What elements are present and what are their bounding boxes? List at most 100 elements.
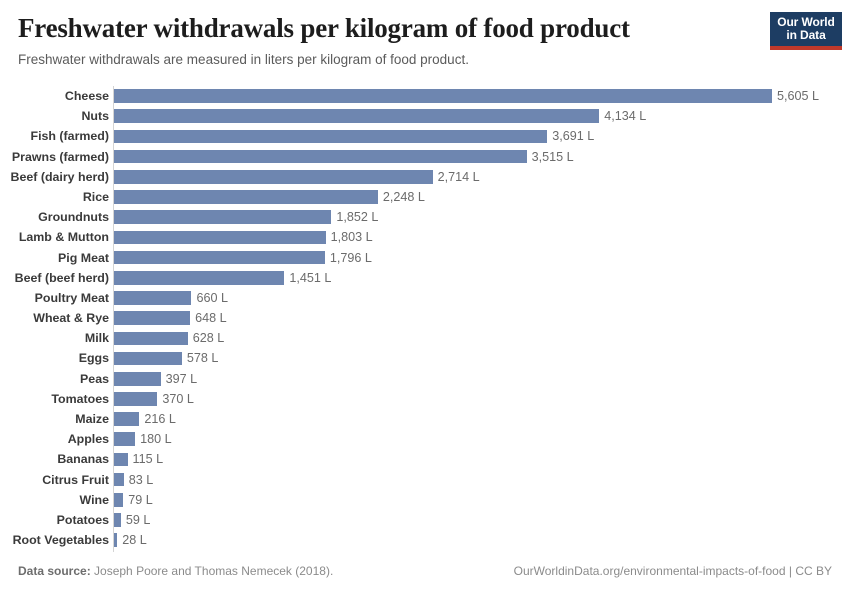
bar[interactable] [114, 331, 188, 346]
bar-row[interactable]: Eggs 578 L [0, 348, 850, 368]
category-label: Wine [79, 492, 110, 507]
bar[interactable] [114, 351, 182, 366]
bar-rows: Cheese 5,605 L Nuts 4,134 L Fish (farmed) 3,6… [0, 86, 850, 550]
category-label: Root Vegetables [12, 533, 109, 548]
attribution-link[interactable]: OurWorldinData.org/environmental-impacts… [513, 564, 832, 578]
bar-row[interactable]: Cheese 5,605 L [0, 86, 850, 106]
category-label: Wheat & Rye [33, 311, 109, 326]
bar-row[interactable]: Root Vegetables 28 L [0, 530, 850, 550]
bar-row[interactable]: Fish (farmed) 3,691 L [0, 126, 850, 146]
category-label: Lamb & Mutton [18, 230, 109, 245]
bar-value-label: 216 L [144, 412, 176, 426]
category-label: Prawns (farmed) [11, 149, 109, 164]
bar-value-label: 648 L [195, 311, 227, 326]
category-label: Bananas [57, 452, 109, 467]
bar-value-label: 628 L [192, 331, 225, 346]
bar-value-label: 3,515 L [531, 149, 574, 164]
category-label: Poultry Meat [34, 290, 109, 305]
bar-value-label: 1,796 L [329, 250, 372, 265]
category-label: Beef (beef herd) [14, 270, 109, 285]
bar[interactable] [114, 513, 121, 527]
bar-row[interactable]: Beef (beef herd) 1,451 L [0, 268, 850, 288]
bar-value-label: 115 L [132, 452, 164, 467]
category-label: Fish (farmed) [30, 129, 109, 144]
bar-row[interactable]: Milk 628 L [0, 328, 850, 348]
our-world-in-data-logo[interactable]: Our World in Data [770, 12, 842, 50]
bar[interactable] [114, 392, 158, 406]
logo-line-2: in Data [786, 28, 826, 42]
bar[interactable] [114, 452, 128, 467]
bar-value-label: 59 L [125, 512, 151, 527]
bar[interactable] [114, 533, 118, 548]
bar-value-label: 79 L [128, 492, 153, 507]
bar-row[interactable]: Apples 180 L [0, 429, 850, 449]
bar[interactable] [114, 129, 548, 144]
chart-footer: Data source: Joseph Poore and Thomas Nem… [18, 564, 832, 582]
category-label: Maize [75, 412, 109, 426]
category-label: Cheese [64, 89, 109, 103]
bar[interactable] [114, 311, 191, 325]
bar-value-label: 28 L [122, 533, 147, 548]
bar-row[interactable]: Rice 2,248 L [0, 187, 850, 207]
bar[interactable] [114, 170, 433, 184]
bar[interactable] [114, 250, 325, 265]
bar-row[interactable]: Wheat & Rye 648 L [0, 308, 850, 328]
bar-row[interactable]: Citrus Fruit 83 L [0, 470, 850, 490]
bar-row[interactable]: Poultry Meat 660 L [0, 288, 850, 308]
logo-line-1: Our World [777, 15, 835, 29]
bar-row[interactable]: Lamb & Mutton 1,803 L [0, 227, 850, 247]
bar-row[interactable]: Pig Meat 1,796 L [0, 248, 850, 268]
category-label: Apples [67, 432, 109, 447]
bar-value-label: 1,852 L [336, 210, 379, 225]
category-label: Pig Meat [58, 250, 109, 265]
bar-value-label: 4,134 L [604, 109, 647, 124]
category-label: Groundnuts [38, 210, 109, 225]
category-label: Rice [82, 189, 109, 204]
bar-value-label: 397 L [165, 371, 198, 386]
bar-value-label: 83 L [128, 472, 154, 487]
category-label: Nuts [81, 109, 109, 124]
bar-row[interactable]: Prawns (farmed) 3,515 L [0, 147, 850, 167]
bar-row[interactable]: Potatoes 59 L [0, 510, 850, 530]
bar[interactable] [114, 210, 332, 225]
bar-row[interactable]: Beef (dairy herd) 2,714 L [0, 167, 850, 187]
bar-value-label: 578 L [186, 351, 219, 366]
bar-row[interactable]: Wine 79 L [0, 490, 850, 510]
category-label: Peas [80, 371, 109, 386]
category-label: Beef (dairy herd) [10, 169, 109, 184]
bar[interactable] [114, 371, 161, 386]
bar-row[interactable]: Tomatoes 370 L [0, 389, 850, 409]
data-source: Data source: Joseph Poore and Thomas Nem… [18, 564, 333, 578]
bar-row[interactable]: Maize 216 L [0, 409, 850, 429]
bar[interactable] [114, 472, 124, 487]
category-label: Eggs [78, 351, 109, 366]
page-title: Freshwater withdrawals per kilogram of f… [18, 13, 630, 43]
category-label: Milk [84, 331, 109, 346]
bar[interactable] [114, 149, 527, 164]
logo-red-rule [770, 46, 842, 50]
bar[interactable] [114, 432, 136, 447]
bar-row[interactable]: Peas 397 L [0, 369, 850, 389]
bar[interactable] [114, 493, 124, 507]
bar[interactable] [114, 270, 285, 285]
bar-row[interactable]: Bananas 115 L [0, 449, 850, 469]
data-source-text: Joseph Poore and Thomas Nemecek (2018). [90, 564, 334, 578]
bar-value-label: 370 L [162, 391, 194, 406]
category-label: Tomatoes [51, 391, 109, 406]
bar[interactable] [114, 412, 140, 426]
y-axis-line [113, 86, 114, 552]
bar-row[interactable]: Groundnuts 1,852 L [0, 207, 850, 227]
plot-area: Cheese 5,605 L Nuts 4,134 L Fish (farmed) 3,6… [0, 86, 850, 552]
bar[interactable] [114, 89, 772, 103]
data-source-label: Data source: [18, 564, 91, 578]
bar-row[interactable]: Nuts 4,134 L [0, 106, 850, 126]
bar[interactable] [114, 291, 192, 305]
bar[interactable] [114, 190, 378, 204]
bar-value-label: 660 L [196, 290, 228, 305]
bar[interactable] [114, 230, 326, 245]
chart-header: Freshwater withdrawals per kilogram of f… [18, 12, 832, 74]
category-label: Citrus Fruit [42, 472, 109, 487]
bar[interactable] [114, 109, 600, 124]
bar-value-label: 180 L [140, 432, 172, 447]
